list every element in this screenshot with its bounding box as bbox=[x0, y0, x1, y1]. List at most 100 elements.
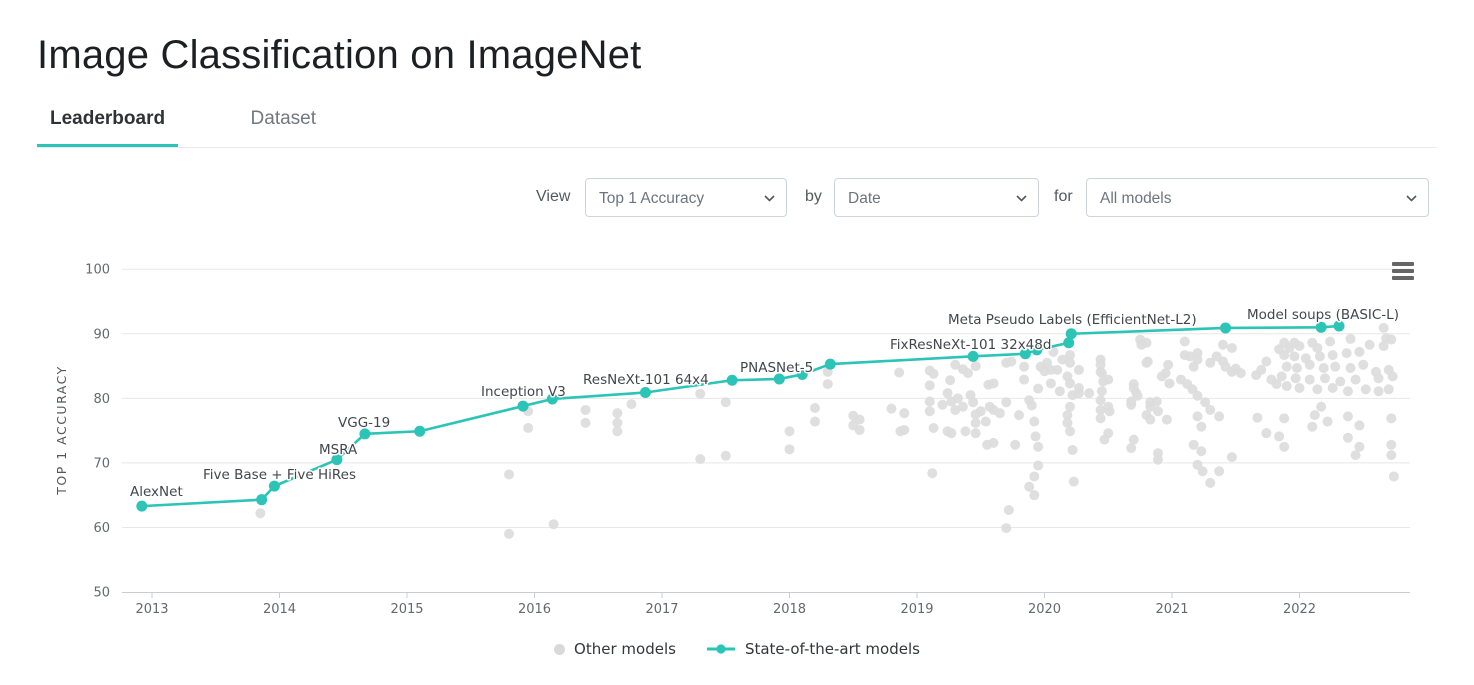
other-model-point bbox=[1151, 396, 1162, 407]
other-model-point bbox=[899, 408, 910, 419]
tab-leaderboard[interactable]: Leaderboard bbox=[37, 98, 179, 147]
other-model-point bbox=[1350, 450, 1361, 461]
model-annotation-label: Five Base + Five HiRes bbox=[203, 467, 356, 483]
other-model-point bbox=[1378, 341, 1389, 352]
other-model-point bbox=[1226, 342, 1237, 353]
other-model-point bbox=[1164, 378, 1175, 389]
other-model-point bbox=[1126, 399, 1137, 410]
other-model-point bbox=[1029, 416, 1040, 427]
models-filter-select[interactable]: All models bbox=[1086, 178, 1429, 217]
other-model-point bbox=[612, 417, 623, 428]
other-model-point bbox=[1073, 364, 1084, 375]
other-model-point bbox=[523, 423, 534, 434]
other-model-point bbox=[1024, 481, 1035, 492]
other-model-point bbox=[1271, 379, 1282, 390]
other-model-point bbox=[1103, 428, 1114, 439]
other-model-point bbox=[1218, 339, 1228, 350]
other-model-point bbox=[1184, 351, 1195, 362]
other-model-point bbox=[1309, 410, 1320, 421]
svg-text:2014: 2014 bbox=[263, 602, 296, 617]
other-model-point bbox=[1152, 406, 1163, 417]
other-model-point bbox=[580, 417, 591, 428]
sota-model-point bbox=[824, 358, 836, 370]
other-model-point bbox=[854, 414, 865, 425]
other-model-point bbox=[1065, 350, 1075, 361]
other-model-point bbox=[894, 367, 905, 378]
other-model-point bbox=[1029, 471, 1040, 482]
other-model-point bbox=[1274, 431, 1285, 442]
other-model-point bbox=[1062, 410, 1073, 421]
other-model-point bbox=[1084, 388, 1095, 399]
legend-label-sota-models: State-of-the-art models bbox=[744, 640, 920, 658]
other-model-point bbox=[1197, 466, 1208, 477]
other-model-point bbox=[1294, 341, 1305, 352]
other-model-point bbox=[1126, 443, 1137, 454]
other-model-point bbox=[970, 417, 981, 428]
other-model-point bbox=[1001, 397, 1012, 408]
sota-model-point bbox=[268, 480, 280, 492]
model-annotation-label: Inception V3 bbox=[481, 384, 566, 400]
other-model-point bbox=[924, 406, 935, 417]
other-model-point bbox=[1095, 359, 1106, 370]
other-model-point bbox=[1312, 384, 1323, 395]
other-model-point bbox=[1096, 386, 1107, 397]
metric-select[interactable]: Top 1 Accuracy bbox=[585, 178, 787, 217]
other-model-point bbox=[1142, 356, 1153, 367]
chevron-down-icon bbox=[1016, 195, 1027, 202]
sota-model-point bbox=[546, 393, 558, 405]
other-model-point bbox=[1160, 368, 1171, 379]
other-model-point bbox=[988, 378, 999, 389]
other-model-point bbox=[1033, 383, 1044, 394]
legend-label-other-models: Other models bbox=[574, 640, 676, 658]
other-model-point bbox=[950, 359, 961, 370]
legend-item-sota-models[interactable]: State-of-the-art models bbox=[706, 640, 920, 658]
svg-text:2017: 2017 bbox=[645, 602, 678, 617]
tab-dataset[interactable]: Dataset bbox=[250, 108, 317, 129]
svg-text:2021: 2021 bbox=[1155, 602, 1188, 617]
other-model-point bbox=[1188, 439, 1199, 450]
sota-model-point bbox=[256, 494, 268, 506]
sort-by-select[interactable]: Date bbox=[834, 178, 1039, 217]
other-model-point bbox=[1279, 413, 1290, 424]
other-model-point bbox=[957, 401, 968, 412]
chevron-down-icon bbox=[764, 195, 775, 202]
other-model-point bbox=[994, 408, 1005, 419]
other-model-point bbox=[1052, 364, 1063, 375]
other-model-point bbox=[1364, 339, 1375, 350]
other-model-point bbox=[1033, 460, 1044, 471]
sota-model-point bbox=[1063, 337, 1075, 349]
other-model-point bbox=[1226, 452, 1237, 463]
page-title: Image Classification on ImageNet bbox=[37, 32, 642, 77]
sota-model-point bbox=[1031, 344, 1043, 356]
other-model-point bbox=[1386, 450, 1397, 461]
other-model-point bbox=[970, 428, 981, 439]
other-model-point bbox=[1192, 390, 1203, 401]
other-model-point bbox=[1281, 361, 1292, 372]
other-model-point bbox=[1290, 373, 1301, 384]
legend-item-other-models[interactable]: Other models bbox=[554, 640, 676, 658]
other-model-point bbox=[1104, 406, 1115, 417]
other-model-point bbox=[1279, 350, 1290, 361]
svg-text:2015: 2015 bbox=[390, 602, 423, 617]
svg-text:60: 60 bbox=[93, 521, 110, 536]
other-model-point bbox=[1196, 421, 1207, 432]
other-model-point bbox=[548, 519, 559, 530]
other-model-point bbox=[695, 388, 706, 399]
other-model-point bbox=[927, 468, 938, 479]
other-model-point bbox=[1325, 336, 1336, 347]
other-model-point bbox=[1192, 354, 1203, 365]
other-model-point bbox=[580, 404, 591, 415]
other-model-point bbox=[1003, 505, 1014, 516]
other-model-point bbox=[1276, 371, 1287, 382]
other-model-point bbox=[1354, 441, 1365, 452]
other-model-point bbox=[504, 469, 514, 480]
teal-line-dot-icon bbox=[706, 644, 735, 654]
svg-text:80: 80 bbox=[93, 392, 110, 407]
hamburger-menu-icon[interactable] bbox=[1392, 262, 1414, 281]
other-model-point bbox=[1388, 471, 1399, 482]
svg-text:2019: 2019 bbox=[900, 602, 933, 617]
other-model-point bbox=[899, 424, 910, 435]
other-model-point bbox=[1095, 404, 1106, 415]
other-model-point bbox=[1378, 322, 1389, 333]
